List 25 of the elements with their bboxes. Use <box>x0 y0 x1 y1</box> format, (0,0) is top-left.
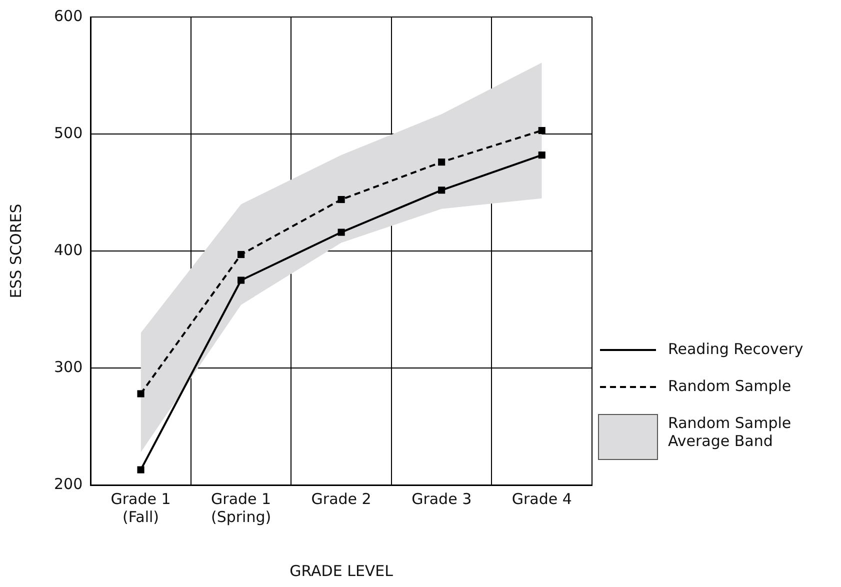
x-axis-title: GRADE LEVEL <box>290 562 394 580</box>
legend-label: Random Sample <box>668 377 792 395</box>
x-tick-label: Grade 1 (Spring) <box>210 490 272 526</box>
y-tick-label: 200 <box>54 474 83 493</box>
x-tick-label: Grade 2 <box>311 490 372 508</box>
point <box>238 276 245 284</box>
point <box>137 466 144 474</box>
x-tick-label: Grade 1 (Fall) <box>110 490 171 526</box>
y-tick-label: 300 <box>54 358 83 376</box>
y-tick-label: 600 <box>54 6 83 25</box>
text: Random Sample Average Band <box>668 414 792 450</box>
point <box>438 158 446 166</box>
point <box>538 152 546 159</box>
point <box>338 228 345 236</box>
y-tick-label: 500 <box>54 124 83 142</box>
point <box>538 126 546 134</box>
point <box>438 186 446 194</box>
y-tick-label: 400 <box>54 240 83 259</box>
y-axis-title: ESS SCORES <box>6 204 25 298</box>
x-tick-label: Grade 4 <box>512 490 572 508</box>
legend-label: Reading Recovery <box>668 340 804 358</box>
point <box>338 196 345 204</box>
point <box>137 390 144 398</box>
point <box>238 250 245 258</box>
x-tick-label: Grade 3 <box>412 490 472 508</box>
